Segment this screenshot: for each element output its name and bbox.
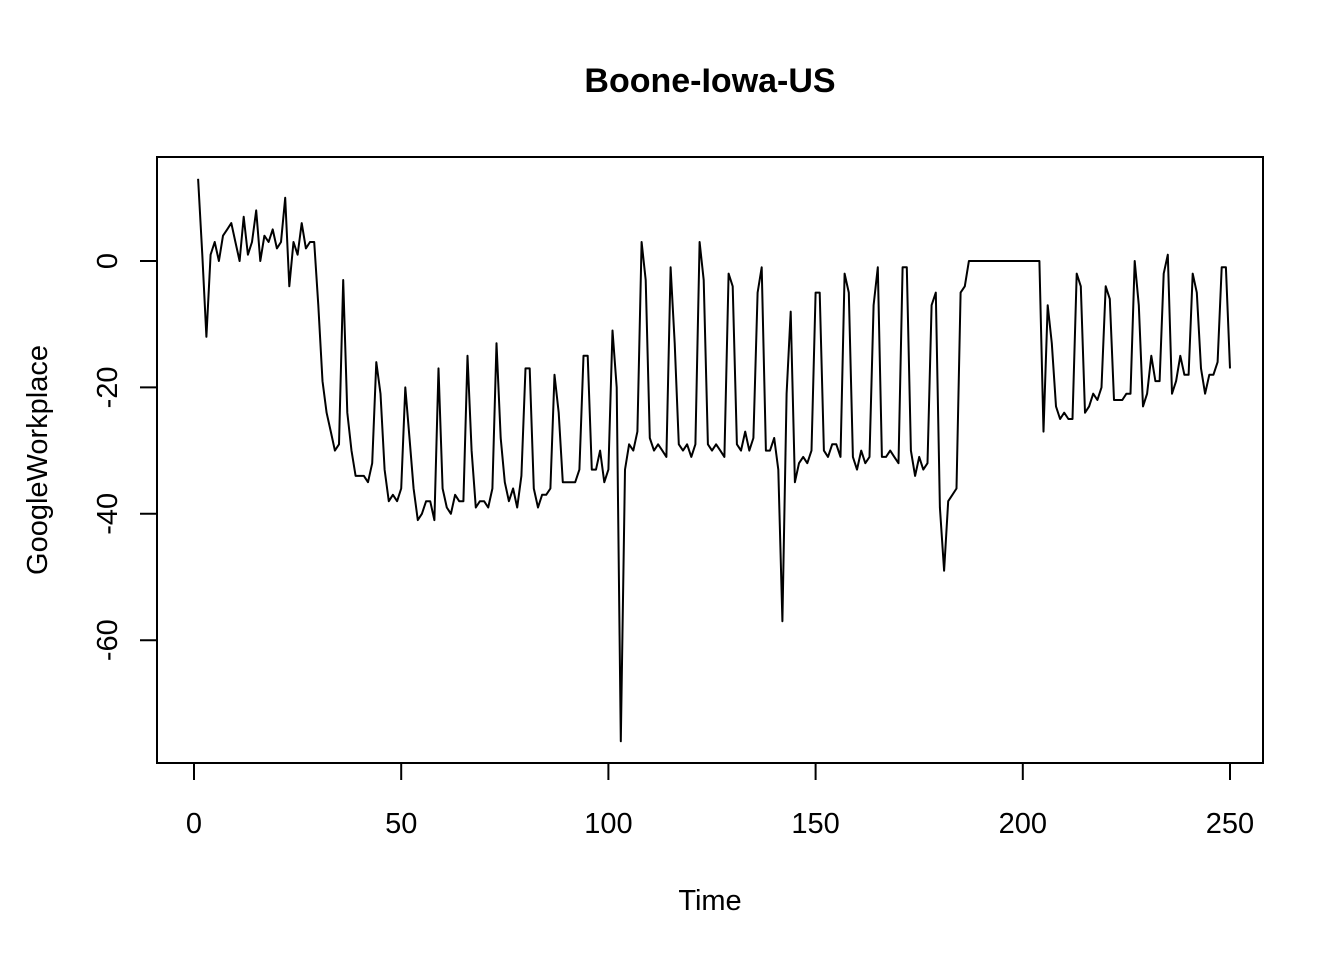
x-axis: 0 50 100 150 200 250	[186, 762, 1254, 840]
y-axis: 0 -20 -40 -60	[92, 253, 158, 661]
y-tick-label: -20	[92, 366, 124, 408]
chart-title: Boone-Iowa-US	[584, 62, 835, 100]
x-tick-label: 0	[186, 808, 202, 840]
x-tick-label: 50	[385, 808, 417, 840]
y-tick-label: -40	[92, 493, 124, 535]
series-line-google-workplace	[197, 178, 1231, 743]
y-axis-label: GoogleWorkplace	[22, 345, 54, 575]
plot-frame	[156, 156, 1264, 764]
y-tick-label: -60	[92, 619, 124, 661]
y-tick-label: 0	[92, 253, 124, 269]
x-axis-label: Time	[678, 885, 741, 917]
x-tick-label: 250	[1206, 808, 1254, 840]
x-tick-label: 150	[791, 808, 839, 840]
x-tick-label: 100	[584, 808, 632, 840]
x-tick-label: 200	[999, 808, 1047, 840]
